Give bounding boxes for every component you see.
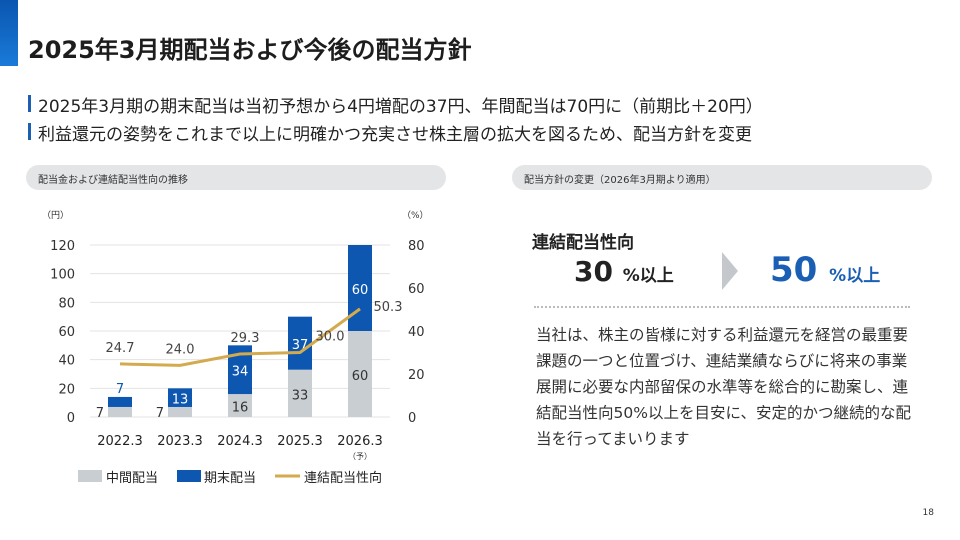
old-payout: 30 %以上 [574,255,674,288]
y-tick-right: 60 [408,282,425,297]
divider [534,306,910,308]
y-tick-right: 80 [408,239,425,254]
x-tick: 2026.3 [337,434,383,449]
y-axis-label-left: （円） [42,210,69,221]
label-year-end: 13 [172,393,189,408]
legend-swatch-interim [78,470,102,482]
x-tick: 2023.3 [157,434,203,449]
bar-interim [348,331,372,417]
bar-year-end [348,245,372,331]
y-tick-left: 0 [67,411,75,426]
y-tick-left: 100 [50,268,75,283]
y-tick-left: 40 [58,354,75,369]
bar-year-end [108,396,132,407]
label-interim: 60 [352,369,369,384]
label-interim: 33 [292,388,309,403]
page-title: 2025年3月期配当および今後の配当方針 [28,36,472,64]
label-year-end: 60 [352,283,369,298]
label-year-end: 34 [232,365,249,380]
payout-label: 連結配当性向 [532,233,634,253]
y-tick-right: 0 [408,411,416,426]
bar-year-end [288,316,312,370]
legend-interim: 中間配当 [106,471,158,486]
y-tick-right: 20 [408,368,425,383]
accent-bar [0,0,18,66]
payout-line [119,307,361,367]
new-payout: 50 %以上 [770,250,880,290]
old-value: 30 [574,255,613,288]
y-tick-right: 40 [408,325,425,340]
x-tick: 2024.3 [217,434,263,449]
x-tick: 2025.3 [277,434,323,449]
label-interim: 16 [232,401,249,416]
old-unit: %以上 [622,266,674,286]
legend-year-end: 期末配当 [204,471,256,486]
bar-interim [108,406,132,417]
y-tick-left: 120 [50,239,75,254]
legend-swatch-year-end [177,470,201,482]
x-tick: 2022.3 [97,434,143,449]
label-interim: 7 [96,406,104,421]
policy-header: 配当方針の変更（2026年3月期より適用） [512,165,932,190]
new-unit: %以上 [829,266,881,286]
bar-year-end [168,388,192,407]
y-tick-left: 20 [58,382,75,397]
bullet-1: 2025年3月期の期末配当は当初予想から4円増配の37円、年間配当は70円に（前… [28,92,763,117]
x-tick-note: （予） [348,452,372,461]
y-tick-left: 60 [58,325,75,340]
policy-text: 当社は、株主の皆様に対する利益還元を経営の最重要課題の一つと位置づけ、連結業績な… [536,326,911,448]
bar-interim [168,406,192,417]
legend-payout: 連結配当性向 [304,470,382,486]
label-interim: 7 [156,406,164,421]
label-year-end: 7 [116,382,124,397]
page-number: 18 [922,508,934,518]
label-payout: 24.0 [166,342,195,357]
bullet-2: 利益還元の姿勢をこれまで以上に明確かつ充実させ株主層の拡大を図るため、配当方針を… [28,120,752,145]
arrow-right-icon [722,252,738,290]
bar-interim [288,369,312,417]
y-tick-left: 80 [58,296,75,311]
label-payout: 30.0 [316,330,345,345]
chart-header: 配当金および連結配当性向の推移 [26,165,446,190]
label-payout: 24.7 [106,341,135,356]
bar-interim [228,394,252,417]
y-axis-label-right: （%） [402,210,429,221]
label-payout: 29.3 [231,331,260,346]
new-value: 50 [770,250,818,290]
label-payout: 50.3 [374,300,403,315]
